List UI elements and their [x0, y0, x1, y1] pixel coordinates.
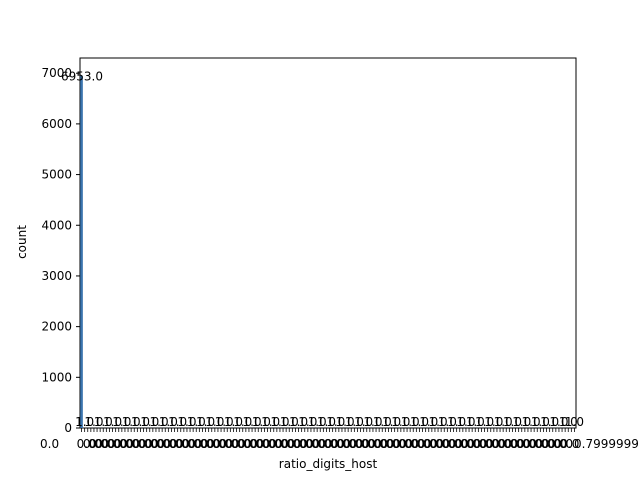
x-axis-label: ratio_digits_host — [279, 457, 378, 471]
bar-value-label: 6953.0 — [61, 70, 103, 84]
y-tick-label: 6000 — [41, 117, 72, 131]
plot-frame — [80, 58, 576, 428]
bar — [80, 76, 83, 428]
right-edge-value-label: 1.0 — [565, 415, 584, 429]
y-tick-label: 0 — [64, 421, 72, 435]
x-tick-label-last: 0.7999999 — [574, 437, 639, 451]
small-bar-labels: 1.01.01.01.01.01.01.01.01.01.01.01.01.01… — [75, 415, 578, 429]
y-tick-label: 3000 — [41, 269, 72, 283]
y-axis-label: count — [15, 225, 29, 259]
y-tick-label: 5000 — [41, 168, 72, 182]
bar-series — [80, 76, 576, 428]
y-tick-label: 2000 — [41, 320, 72, 334]
y-tick-label: 4000 — [41, 218, 72, 232]
x-tick-label-first: 0.0 — [40, 437, 59, 451]
y-tick-label: 1000 — [41, 370, 72, 384]
